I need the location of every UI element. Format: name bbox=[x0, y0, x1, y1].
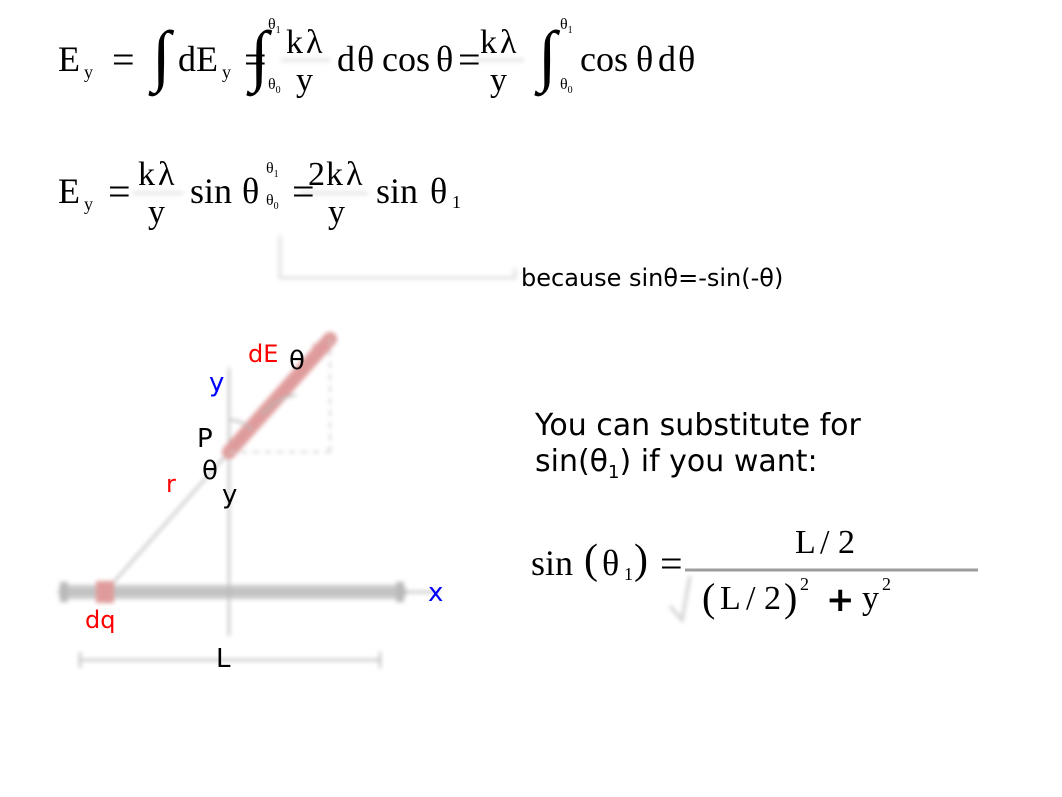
eq3-den-y: y bbox=[862, 580, 879, 618]
eq3-den-ysq: 2 bbox=[882, 574, 891, 595]
diagram-x-axis: x bbox=[428, 578, 443, 608]
diagram-dE: dE bbox=[248, 340, 278, 368]
diagram-dq: dq bbox=[85, 606, 115, 634]
diagram-y-axis: y bbox=[209, 368, 224, 398]
right-note-line2: sin(θ1) if you want: bbox=[535, 444, 818, 483]
eq3-den-slash: / bbox=[746, 580, 755, 618]
eq3-den-L: L bbox=[720, 580, 741, 618]
eq3-sin: sin bbox=[531, 542, 573, 584]
eq3-lp: ( bbox=[584, 536, 598, 584]
eq3-s1: 1 bbox=[624, 564, 633, 585]
diagram-r: r bbox=[166, 470, 176, 498]
eq3-den-lp: ( bbox=[702, 574, 715, 621]
eq3-num-slash: / bbox=[820, 524, 829, 562]
eq3-den-plus: + bbox=[826, 580, 855, 620]
diagram-theta-top: θ bbox=[289, 346, 305, 376]
diagram-svg bbox=[0, 0, 1062, 797]
diagram-P: P bbox=[197, 424, 213, 454]
eq3-th: θ bbox=[602, 542, 619, 584]
diagram-L: L bbox=[216, 644, 231, 674]
eq3-num-2: 2 bbox=[838, 524, 855, 562]
eq3-den-sq: 2 bbox=[800, 574, 809, 595]
eq3-eq: = bbox=[660, 540, 683, 587]
diagram-y-mid: y bbox=[222, 480, 237, 510]
eq3-num-L: L bbox=[795, 524, 816, 562]
diagram-theta-mid: θ bbox=[202, 456, 218, 486]
eq3-den-rp: ) bbox=[784, 574, 797, 621]
eq3-rp: ) bbox=[634, 536, 648, 584]
eq3-den-2: 2 bbox=[764, 580, 781, 618]
right-note-line1: You can substitute for bbox=[535, 408, 861, 443]
